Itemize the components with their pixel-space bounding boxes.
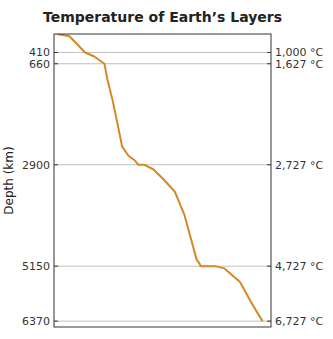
y2-tick <box>267 63 271 64</box>
grid-line <box>54 164 271 165</box>
series-group <box>57 34 262 321</box>
y2-tick <box>267 52 271 53</box>
y2-tick <box>267 164 271 165</box>
y-tick-label: 2900 <box>22 159 50 172</box>
plot-frame <box>54 34 271 327</box>
y-tick <box>54 52 58 53</box>
y-tick <box>54 63 58 64</box>
y-tick-label: 5150 <box>22 260 50 273</box>
y-tick-label: 660 <box>29 58 50 71</box>
grid-line <box>54 321 271 322</box>
y-tick <box>54 164 58 165</box>
title: Temperature of Earth’s Layers <box>43 9 282 25</box>
temperature-line <box>57 34 262 321</box>
y-tick <box>54 266 58 267</box>
y-tick-label: 6370 <box>22 315 50 328</box>
grid-line <box>54 266 271 267</box>
chart: 4106602900515063701,000 °C1,627 °C2,727 … <box>0 0 333 339</box>
y2-tick-label: 6,727 °C <box>275 315 323 328</box>
plot-area <box>54 34 271 327</box>
y-axis-label: Depth (km) <box>2 146 16 214</box>
y2-tick-label: 1,627 °C <box>275 58 323 71</box>
y2-tick <box>267 266 271 267</box>
y2-tick-label: 2,727 °C <box>275 159 323 172</box>
grid-line <box>54 63 271 64</box>
y2-tick <box>267 321 271 322</box>
y-tick <box>54 321 58 322</box>
y2-tick-label: 4,727 °C <box>275 260 323 273</box>
